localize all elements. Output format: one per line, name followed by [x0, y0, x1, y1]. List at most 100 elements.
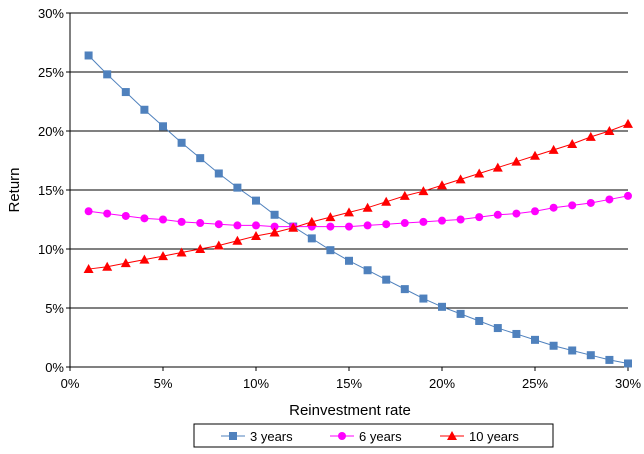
- data-point-10-years: [306, 216, 317, 226]
- data-point-10-years: [362, 202, 373, 212]
- data-point-10-years: [325, 212, 336, 222]
- y-axis-title: Return: [6, 167, 23, 212]
- data-point-10-years: [548, 144, 559, 154]
- data-point-3-years: [345, 256, 353, 265]
- data-point-3-years: [512, 329, 521, 338]
- legend: 3 years 6 years 10 years: [193, 423, 554, 448]
- data-point-6-years: [512, 209, 521, 218]
- data-point-10-years: [251, 231, 261, 241]
- legend-marker: [338, 432, 346, 440]
- data-point-10-years: [418, 186, 429, 196]
- data-point-3-years: [568, 346, 577, 355]
- data-point-6-years: [159, 215, 167, 224]
- legend-marker: [229, 432, 237, 440]
- data-point-3-years: [438, 302, 446, 311]
- data-point-10-years: [474, 168, 485, 178]
- tick-labels: 0% 5% 10% 15% 20% 25% 30% 0% 5% 10% 15% 20% 25% 30%: [38, 6, 641, 391]
- data-point-3-years: [531, 335, 539, 344]
- x-tick-label: 5%: [154, 376, 173, 391]
- data-point-10-years: [83, 264, 94, 274]
- data-point-10-years: [120, 258, 131, 268]
- data-point-6-years: [177, 217, 186, 226]
- data-point-6-years: [493, 210, 502, 219]
- data-point-3-years: [159, 122, 167, 131]
- data-point-6-years: [196, 219, 205, 228]
- x-tick-label: 0%: [61, 376, 80, 391]
- data-point-10-years: [399, 190, 410, 200]
- data-point-3-years: [252, 196, 260, 205]
- y-tick-label: 10%: [38, 242, 64, 257]
- data-point-3-years: [605, 355, 614, 364]
- data-point-10-years: [381, 196, 392, 206]
- axes: [66, 12, 629, 371]
- data-point-6-years: [400, 219, 409, 228]
- data-point-3-years: [475, 316, 484, 325]
- data-point-10-years: [604, 126, 615, 135]
- data-point-6-years: [568, 201, 577, 210]
- legend-marker: [447, 431, 457, 440]
- data-point-6-years: [624, 191, 632, 200]
- series-3-years: [84, 51, 632, 368]
- data-point-3-years: [456, 309, 465, 318]
- legend-item-6-years: 6 years: [330, 429, 402, 444]
- data-point-10-years: [288, 222, 299, 232]
- series-10-years: [83, 118, 633, 274]
- legend-item-10-years: 10 years: [440, 429, 519, 444]
- data-point-3-years: [121, 88, 130, 97]
- data-point-3-years: [307, 234, 316, 243]
- data-point-3-years: [363, 266, 372, 275]
- data-point-10-years: [213, 240, 224, 250]
- data-point-6-years: [531, 207, 539, 216]
- data-point-3-years: [270, 210, 279, 219]
- data-point-3-years: [214, 169, 223, 178]
- data-point-3-years: [326, 246, 335, 255]
- data-point-3-years: [419, 294, 428, 303]
- data-point-10-years: [585, 131, 596, 141]
- data-point-6-years: [419, 217, 428, 226]
- data-point-10-years: [158, 251, 168, 261]
- y-tick-label: 25%: [38, 65, 64, 80]
- data-point-10-years: [511, 156, 522, 166]
- data-point-6-years: [363, 221, 372, 230]
- y-tick-label: 5%: [45, 301, 64, 316]
- data-point-10-years: [102, 261, 113, 271]
- data-point-3-years: [196, 154, 205, 163]
- legend-box: [193, 423, 554, 448]
- x-tick-label: 30%: [615, 376, 641, 391]
- data-point-6-years: [345, 222, 353, 231]
- data-point-10-years: [344, 207, 354, 217]
- data-point-3-years: [103, 70, 112, 79]
- data-point-10-years: [455, 174, 466, 184]
- x-tick-label: 20%: [429, 376, 455, 391]
- data-point-3-years: [586, 351, 595, 360]
- data-point-6-years: [252, 221, 260, 230]
- data-point-10-years: [232, 235, 243, 245]
- data-point-6-years: [382, 220, 391, 229]
- y-tick-label: 0%: [45, 360, 64, 375]
- data-point-3-years: [233, 183, 242, 192]
- data-point-6-years: [270, 222, 279, 231]
- series-layer: [83, 51, 633, 368]
- data-point-10-years: [567, 138, 578, 148]
- data-point-6-years: [103, 209, 112, 218]
- data-point-10-years: [530, 150, 540, 160]
- data-point-6-years: [605, 195, 614, 204]
- data-point-3-years: [400, 285, 409, 294]
- legend-label: 6 years: [359, 429, 402, 444]
- series-6-years: [84, 191, 632, 231]
- data-point-10-years: [139, 254, 150, 264]
- data-point-6-years: [84, 207, 93, 216]
- data-point-3-years: [140, 105, 149, 114]
- x-tick-label: 10%: [243, 376, 269, 391]
- data-point-3-years: [624, 359, 632, 368]
- data-point-6-years: [121, 211, 130, 220]
- data-point-10-years: [195, 244, 206, 253]
- data-point-6-years: [214, 220, 223, 229]
- data-point-6-years: [475, 213, 484, 222]
- data-point-3-years: [177, 138, 186, 147]
- data-point-10-years: [437, 180, 447, 190]
- data-point-6-years: [326, 222, 335, 231]
- data-point-6-years: [456, 215, 465, 224]
- legend-item-3-years: 3 years: [221, 429, 293, 444]
